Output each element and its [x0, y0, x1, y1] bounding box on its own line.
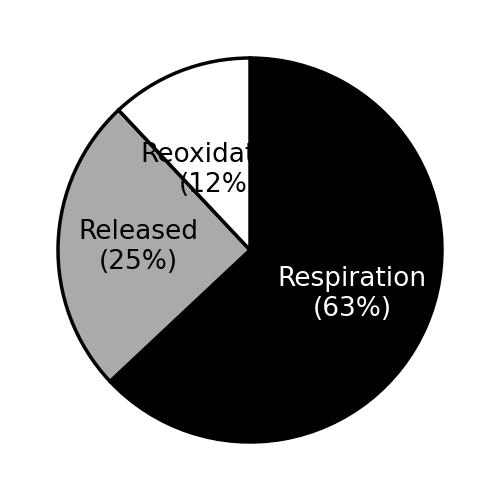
Wedge shape: [58, 110, 250, 382]
Wedge shape: [110, 58, 442, 442]
Wedge shape: [118, 58, 250, 250]
Text: Released
(25%): Released (25%): [78, 218, 198, 274]
Text: Reoxidation
(12%): Reoxidation (12%): [140, 142, 296, 198]
Text: Respiration
(63%): Respiration (63%): [278, 266, 427, 322]
